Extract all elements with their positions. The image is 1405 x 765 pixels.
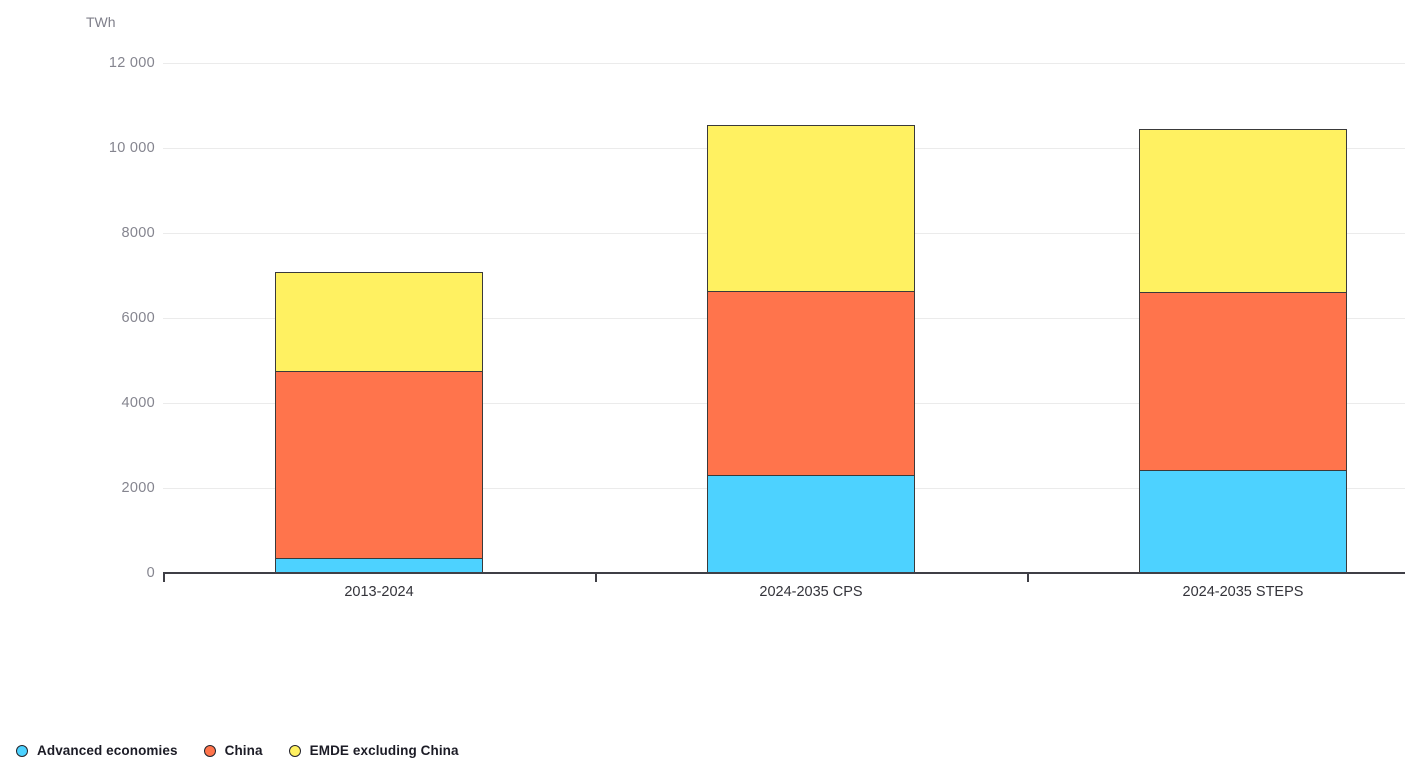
y-axis-unit-label: TWh — [86, 14, 116, 30]
y-tick-label: 0 — [146, 565, 155, 581]
legend-item-label: EMDE excluding China — [309, 743, 459, 758]
y-tick-label: 12 000 — [108, 55, 155, 71]
y-tick-label: 4000 — [121, 395, 155, 411]
y-tick-label: 8000 — [121, 225, 155, 241]
x-axis-tick — [1027, 573, 1029, 582]
bar-segment-emde-excluding-china[interactable] — [275, 272, 483, 372]
legend-item-advanced-economies[interactable]: Advanced economies — [16, 743, 178, 758]
x-category-label: 2024-2035 STEPS — [1182, 584, 1304, 600]
bar-segment-emde-excluding-china[interactable] — [1139, 128, 1347, 293]
legend-item-label: China — [224, 743, 263, 758]
legend-item-emde-excluding-china[interactable]: EMDE excluding China — [288, 743, 459, 758]
legend-color-dot-china — [203, 744, 216, 757]
y-tick-label: 2000 — [121, 480, 155, 496]
x-category-label: 2013-2024 — [344, 584, 414, 600]
x-axis-tick — [595, 573, 597, 582]
bar-segment-emde-excluding-china[interactable] — [707, 125, 915, 293]
x-axis-line — [163, 572, 1405, 574]
gridline — [163, 62, 1405, 64]
bar-segment-advanced-economies[interactable] — [1139, 470, 1347, 573]
bar-segment-advanced-economies[interactable] — [275, 558, 483, 573]
legend-color-dot-advanced-economies — [16, 744, 28, 757]
x-axis-tick — [163, 573, 165, 582]
bar-segment-china[interactable] — [1139, 292, 1347, 471]
bar-segment-advanced-economies[interactable] — [707, 476, 915, 573]
y-tick-label: 6000 — [121, 310, 155, 326]
bar-segment-china[interactable] — [275, 371, 483, 559]
y-tick-label: 10 000 — [108, 140, 155, 156]
bar-2013-2024 — [275, 272, 483, 573]
bar-2024-2035 CPS — [707, 125, 915, 573]
bar-segment-china[interactable] — [707, 292, 915, 477]
legend-item-label: Advanced economies — [37, 743, 178, 758]
x-category-label: 2024-2035 CPS — [759, 584, 863, 600]
bar-2024-2035 STEPS — [1139, 128, 1347, 573]
legend: Advanced economies China EMDE excluding … — [16, 743, 459, 758]
legend-item-china[interactable]: China — [203, 743, 263, 758]
legend-color-dot-emde-excluding-china — [288, 744, 301, 757]
